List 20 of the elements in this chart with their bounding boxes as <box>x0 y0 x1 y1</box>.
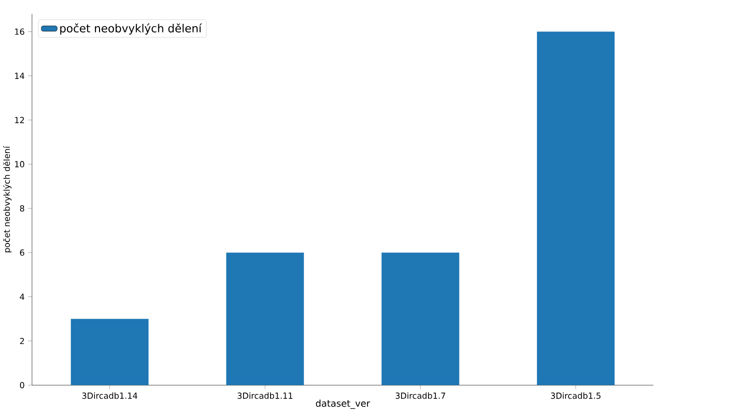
y-tick-label: 14 <box>15 72 24 79</box>
x-tick-label: 3Dircadb1.7 <box>396 392 446 399</box>
bar <box>382 252 460 386</box>
bar <box>226 252 304 386</box>
y-tick-label: 2 <box>20 338 24 344</box>
y-tick-label: 4 <box>20 294 24 300</box>
bar <box>536 32 615 386</box>
legend-label: počet neobvyklých dělení <box>60 23 202 35</box>
y-tick-label: 0 <box>20 382 24 388</box>
y-tick-label: 16 <box>15 28 24 35</box>
x-tick-label: 3Dircadb1.14 <box>82 392 138 399</box>
x-tick-label: 3Dircadb1.11 <box>238 392 292 399</box>
x-axis-title: dataset_ver <box>316 400 370 409</box>
y-tick-label: 8 <box>20 205 24 212</box>
y-axis-title: počet neobvyklých dělení <box>3 146 12 252</box>
bar <box>70 318 149 386</box>
x-tick-label: 3Dircadb1.5 <box>550 392 600 399</box>
y-tick-label: 6 <box>20 249 24 256</box>
y-tick-label: 10 <box>15 161 24 168</box>
y-tick-label: 12 <box>15 116 24 124</box>
